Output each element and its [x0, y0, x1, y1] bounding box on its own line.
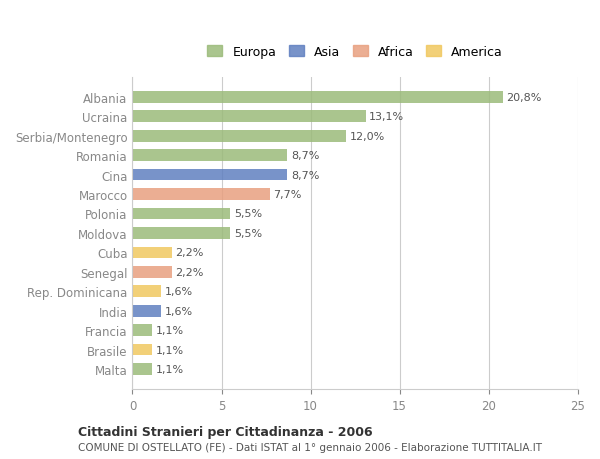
- Bar: [133, 266, 172, 278]
- Text: 1,1%: 1,1%: [155, 364, 184, 374]
- Text: 8,7%: 8,7%: [291, 170, 319, 180]
- Bar: [133, 286, 161, 297]
- Text: 13,1%: 13,1%: [369, 112, 404, 122]
- Text: 20,8%: 20,8%: [506, 93, 542, 103]
- Bar: [133, 305, 161, 317]
- Text: Cittadini Stranieri per Cittadinanza - 2006: Cittadini Stranieri per Cittadinanza - 2…: [78, 425, 373, 438]
- Bar: [133, 247, 172, 259]
- Text: 2,2%: 2,2%: [175, 267, 203, 277]
- Text: 1,6%: 1,6%: [164, 287, 193, 297]
- Bar: [133, 111, 366, 123]
- Legend: Europa, Asia, Africa, America: Europa, Asia, Africa, America: [205, 43, 505, 62]
- Text: 12,0%: 12,0%: [350, 131, 385, 141]
- Text: 1,6%: 1,6%: [164, 306, 193, 316]
- Text: 1,1%: 1,1%: [155, 325, 184, 336]
- Bar: [133, 228, 230, 239]
- Bar: [133, 150, 287, 162]
- Bar: [133, 169, 287, 181]
- Text: 5,5%: 5,5%: [234, 229, 262, 238]
- Bar: [133, 344, 152, 356]
- Bar: [133, 364, 152, 375]
- Text: 5,5%: 5,5%: [234, 209, 262, 219]
- Bar: [133, 92, 503, 103]
- Text: 1,1%: 1,1%: [155, 345, 184, 355]
- Text: COMUNE DI OSTELLATO (FE) - Dati ISTAT al 1° gennaio 2006 - Elaborazione TUTTITAL: COMUNE DI OSTELLATO (FE) - Dati ISTAT al…: [78, 442, 542, 452]
- Bar: [133, 131, 346, 142]
- Text: 8,7%: 8,7%: [291, 151, 319, 161]
- Bar: [133, 208, 230, 220]
- Bar: [133, 325, 152, 336]
- Bar: [133, 189, 269, 201]
- Text: 2,2%: 2,2%: [175, 248, 203, 258]
- Text: 7,7%: 7,7%: [273, 190, 302, 200]
